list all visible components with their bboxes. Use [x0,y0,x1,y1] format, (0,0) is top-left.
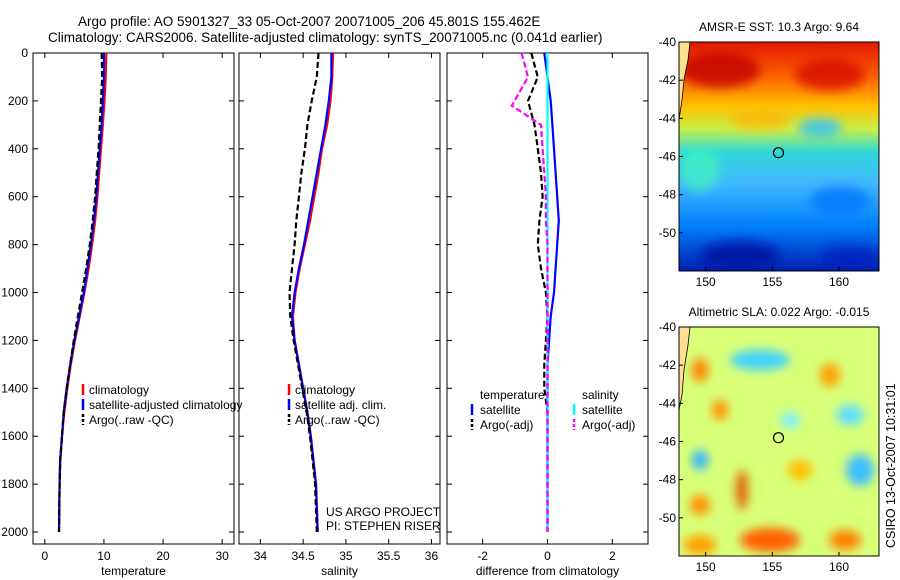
panel-annotation: PI: STEPHEN RISER [326,519,441,533]
y-tick-label: 0 [21,46,28,60]
x-axis-label: temperature [101,564,166,578]
side-timestamp: CSIRO 13-Oct-2007 10:31:01 [884,383,898,548]
y-tick-label: 1400 [1,381,28,395]
x-tick-label: 34 [254,549,268,563]
x-tick-label: 34.5 [291,549,315,563]
sst-map-field [679,42,879,271]
figure-title-line2: Climatology: CARS2006. Satellite-adjuste… [48,30,603,45]
x-tick-label: 35.5 [377,549,401,563]
map-title: Altimetric SLA: 0.022 Argo: -0.015 [689,305,870,319]
y-tick-label: -46 [659,150,677,164]
legend-label: Argo(-adj) [480,418,533,432]
x-tick-label: 30 [215,549,229,563]
y-tick-label: -44 [659,396,677,410]
legend-label: Argo(-adj) [582,418,635,432]
x-tick-label: 150 [696,560,716,574]
y-tick-label: 1200 [1,333,28,347]
legend-label: climatology [89,383,149,397]
y-tick-label: -46 [659,435,677,449]
y-tick-label: -42 [659,73,677,87]
panel-annotation: US ARGO PROJECT [326,505,441,519]
legend-label: climatology [295,383,355,397]
x-tick-label: 10 [97,549,111,563]
y-tick-label: 800 [8,238,28,252]
series-line-3 [510,52,549,532]
float-position-marker [772,432,785,444]
series-line-1 [526,52,549,532]
y-tick-label: 1000 [1,286,28,300]
x-tick-label: 0 [544,549,551,563]
y-tick-label: -40 [659,320,677,334]
sla-map-field [679,327,879,556]
x-tick-label: 155 [762,560,782,574]
y-tick-label: -42 [659,358,677,372]
float-position-marker [772,147,785,159]
y-tick-label: 600 [8,190,28,204]
y-tick-label: -50 [659,226,677,240]
legend-label: satellite [582,403,623,417]
legend-label: Argo(..raw -QC) [295,413,380,427]
y-tick-label: 2000 [1,525,28,539]
y-tick-label: 200 [8,94,28,108]
y-tick-label: 400 [8,142,28,156]
y-tick-label: 1600 [1,429,28,443]
y-tick-label: -50 [659,511,677,525]
legend-label: Argo(..raw -QC) [89,413,174,427]
y-tick-label: -40 [659,35,677,49]
series-line-0 [57,52,108,533]
figure-title-line1: Argo profile: AO 5901327_33 05-Oct-2007 … [78,14,541,29]
legend-group-title: temperature [480,388,545,402]
plot-frame [32,52,235,545]
y-tick-label: 1800 [1,477,28,491]
series-line-2 [57,52,104,533]
map-panel-sst_map: AMSR-E SST: 10.3 Argo: 9.64 150 155 160 -40 -… [659,20,880,289]
y-tick-label: -48 [659,188,677,202]
x-tick-label: 36 [425,549,439,563]
x-tick-label: 155 [762,275,782,289]
series-line-2 [288,52,320,533]
x-axis-label: difference from climatology [476,564,619,578]
legend-label: satellite [480,403,521,417]
x-tick-label: -2 [477,549,488,563]
profile-panel-salinity: 34 34.5 35 35.5 36 salinity climatologysatelli… [238,52,441,578]
y-tick-label: -44 [659,111,677,125]
y-tick-label: -48 [659,473,677,487]
x-tick-label: 150 [696,275,716,289]
map-panel-sla_map: Altimetric SLA: 0.022 Argo: -0.015 150 155… [659,305,880,574]
map-title: AMSR-E SST: 10.3 Argo: 9.64 [699,20,859,34]
legend-label: satellite-adjusted climatology [89,398,242,412]
profile-panel-temperature: 0 10 20 30 0 200 400 600 800 1000 1200 1400 1600 1800… [1,46,242,578]
x-tick-label: 160 [829,560,849,574]
x-tick-label: 20 [156,549,170,563]
x-tick-label: 160 [829,275,849,289]
x-tick-label: 35 [339,549,353,563]
legend-label: satellite adj. clim. [295,398,386,412]
legend-group-title: salinity [582,388,619,402]
x-tick-label: 2 [609,549,616,563]
x-tick-label: 0 [41,549,48,563]
x-axis-label: salinity [321,564,358,578]
plot-frame [238,52,441,545]
series-line-1 [57,53,105,533]
